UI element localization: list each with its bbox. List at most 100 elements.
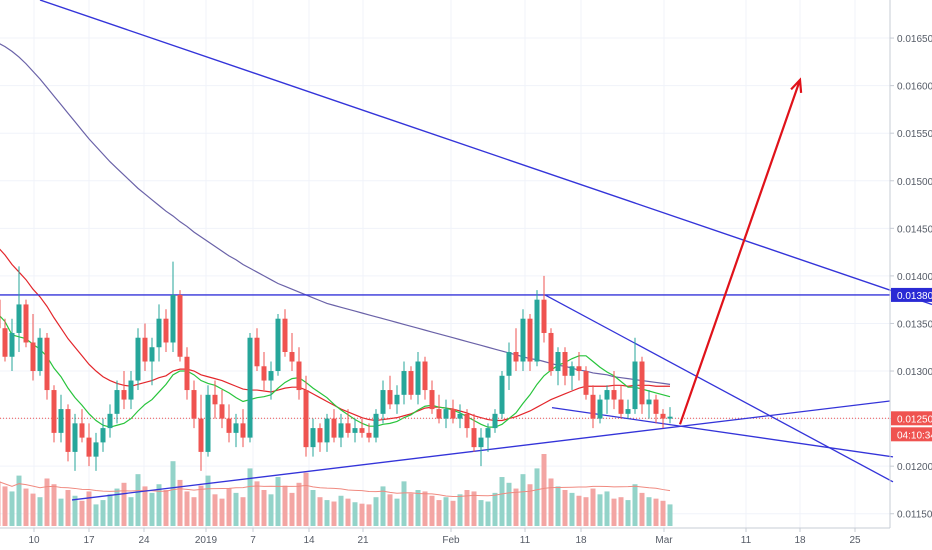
candle-body (499, 375, 505, 414)
candle-body (555, 352, 561, 372)
time-tick-label: 11 (520, 535, 531, 546)
candle (506, 342, 512, 391)
volume-bar (513, 488, 519, 526)
volume-bar (44, 478, 50, 526)
candle (58, 394, 64, 443)
ma-slow-line (0, 43, 671, 385)
volume-bar (16, 475, 22, 526)
price-axis[interactable]: 0.0115000.0120000.0125000.0130000.013500… (889, 0, 932, 528)
volume-bar (324, 500, 330, 526)
volume-bar (660, 500, 666, 526)
candle-body (317, 428, 323, 443)
candle-body (163, 318, 169, 343)
volume-bar (9, 491, 15, 526)
candle-body (198, 418, 204, 452)
volume-bar (499, 477, 505, 526)
wedge-lower-line (551, 407, 894, 458)
candle (93, 432, 99, 471)
volume-bar (135, 474, 141, 526)
time-tick-label: 11 (741, 535, 752, 546)
candle (618, 385, 624, 419)
candle (611, 371, 617, 410)
candle (184, 347, 190, 400)
candle (520, 309, 526, 372)
long-downtrend-line (39, 0, 932, 306)
projection-arrow-head (790, 77, 803, 93)
candle (660, 409, 666, 429)
volume-bar (387, 494, 393, 526)
candle (317, 423, 323, 452)
candle-body (429, 390, 435, 410)
candle (303, 375, 309, 457)
volume-bar (443, 497, 449, 526)
candle-body (93, 442, 99, 457)
volume-bar (492, 492, 498, 526)
time-axis[interactable]: 10 17 24 2019 7 14 21 Feb 11 18 Mar 11 18 25 (0, 527, 890, 546)
volume-bar (429, 495, 435, 526)
volume-bar (555, 486, 561, 526)
last-price-label-bg (891, 411, 932, 426)
candle-body (527, 318, 533, 362)
candle (163, 309, 169, 352)
candle (366, 423, 372, 443)
volume-bar (191, 497, 197, 526)
candle (548, 328, 554, 376)
candle (2, 318, 8, 362)
volume-bar (170, 461, 176, 526)
candle-body (65, 409, 71, 452)
time-tick-label: 25 (849, 535, 861, 546)
last-price-label: 0.012503 (891, 411, 932, 426)
candle (44, 332, 50, 400)
volume-bar (520, 474, 526, 526)
volume-bar (611, 498, 617, 526)
candle-body (30, 342, 36, 372)
candle-body (541, 299, 547, 333)
volume-bar (548, 478, 554, 526)
candle (156, 304, 162, 362)
candle-body (142, 337, 148, 362)
volume-bar (93, 504, 99, 526)
candle (16, 266, 22, 352)
candle-body (492, 413, 498, 429)
volume-bar (296, 482, 302, 526)
candle-body (219, 404, 225, 419)
volume-bar (464, 490, 470, 526)
candle-body (282, 318, 288, 352)
volume-bar (205, 475, 211, 526)
candle-body (534, 299, 540, 362)
candle-body (422, 361, 428, 391)
candle-body (303, 390, 309, 448)
volume-bar (450, 500, 456, 526)
candle (177, 290, 183, 362)
candle (429, 380, 435, 414)
candle-body (212, 394, 218, 405)
candle-body (37, 337, 43, 372)
candle-body (359, 428, 365, 433)
candle (639, 356, 645, 414)
candle-body (625, 409, 631, 414)
volume-bar (79, 500, 85, 526)
candle-body (548, 332, 554, 372)
volume-bar (506, 482, 512, 526)
volume-bar (338, 495, 344, 526)
volume-bar (583, 497, 589, 526)
candle (422, 356, 428, 400)
candle-body (226, 418, 232, 433)
candle (443, 399, 449, 429)
candle (590, 385, 596, 429)
candle (492, 409, 498, 433)
candle (632, 337, 638, 414)
candle-body (86, 437, 92, 457)
volume-bar (408, 493, 414, 526)
candle (485, 423, 491, 452)
volume-bar (373, 497, 379, 526)
candle-body (51, 390, 57, 433)
volume-bar (590, 488, 596, 526)
candle-body (590, 394, 596, 419)
